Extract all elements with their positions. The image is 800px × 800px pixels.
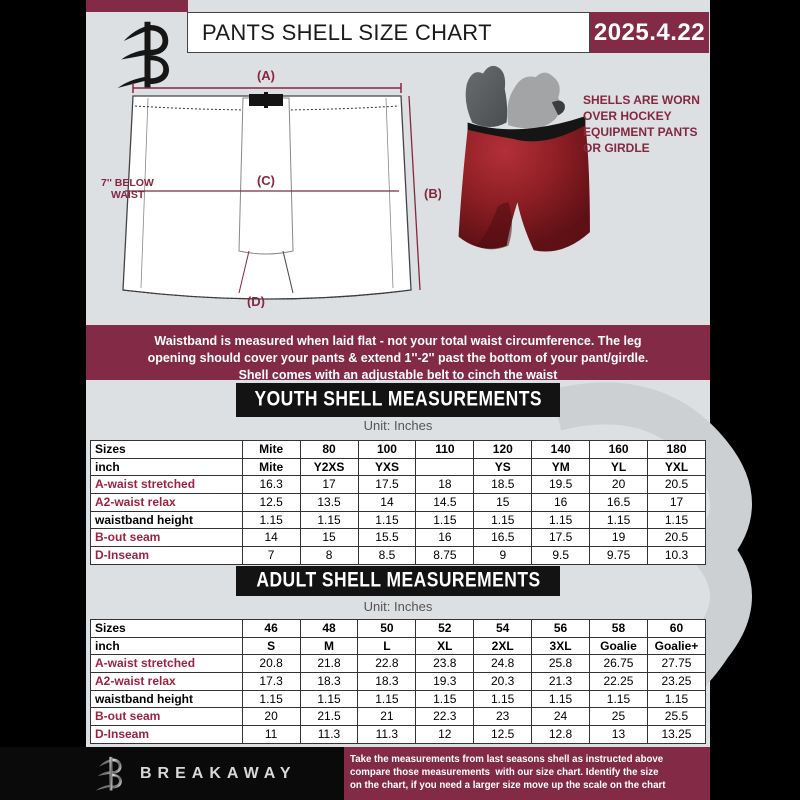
svg-text:WAIST: WAIST	[111, 189, 145, 201]
svg-text:7'' BELOW: 7'' BELOW	[101, 177, 154, 189]
svg-text:(C): (C)	[257, 173, 275, 188]
svg-text:(B): (B)	[424, 186, 441, 201]
svg-text:(A): (A)	[257, 68, 275, 83]
svg-text:(D): (D)	[247, 294, 265, 308]
